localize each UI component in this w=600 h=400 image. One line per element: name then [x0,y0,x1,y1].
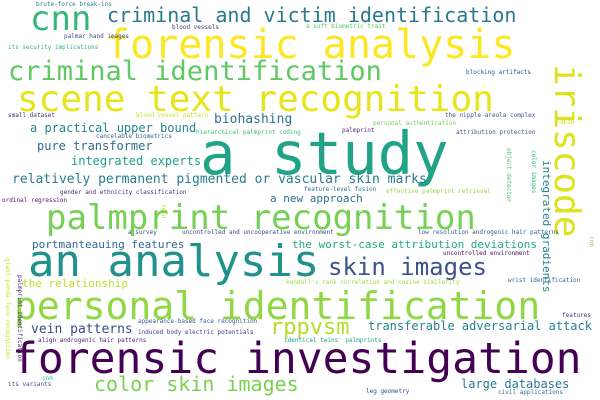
word-feature-level-fusion: feature-level fusion [304,186,377,193]
word-cancelable-biometrics: cancelable biometrics [96,133,172,140]
word-a-practical-upper-bound: a practical upper bound [30,121,197,135]
word-effective-palmprint-retrieval: effective palmprint retrieval [386,188,491,195]
word-color-skin-images: color skin images [94,372,299,396]
word-pure-transformer: pure transformer [37,139,153,153]
word-vein-patterns: vein patterns [31,322,133,337]
word-wrist-identification: wrist identification [508,277,581,284]
word-uncontrolled-and-uncooperative-environment: uncontrolled and uncooperative environme… [182,229,334,236]
word-rppvsm: rppvsm [270,315,350,340]
word-integrated-experts: integrated experts [71,154,202,168]
word-appearance-based-face-recognition: appearance-based face recognition [138,318,258,325]
word-induced-body-electric-potentials: induced body electric potentials [138,329,254,336]
word-cnn-small-left: cnn [42,375,53,382]
word-blood-vessel-pattern: blood vessel pattern [136,112,209,119]
word-a-new-approach: a new approach [270,192,363,205]
word-its-variants: its variants [8,381,52,388]
word-iriscode: iriscode [546,64,587,238]
word-criminal-identification: criminal identification [8,56,382,87]
word-hierarchical-palmprint-coding: hierarchical palmprint coding [196,129,301,136]
word-identical-twins-palmprints: identical twins' palmprints [284,337,382,344]
word-an-analysis: an analysis [28,236,320,287]
word-palmar-hand-images: palmar hand images [64,33,130,40]
word-cnn-small-right: cnn [588,236,595,247]
word-align-androgenic-hair-patterns: align androgenic hair patterns [38,337,147,344]
word-palmprint: palmprint [342,127,375,134]
word-color-images: color images [530,150,537,194]
word-palmprint-recognition: palmprint recognition [46,198,476,238]
word-blood-vessels: blood vessels [172,24,219,31]
word-a-study: a study [200,119,449,188]
word-scene-text-recognition: scene text recognition [17,79,494,120]
word-vein: vein [160,204,167,219]
word-kendalls-rank-correlation-and-cosine-similarity: kendall's rank correlation and cosine si… [286,279,460,286]
word-civil-applications: civil applications [498,389,564,396]
word-large-databases: large databases [461,377,570,391]
word-a-soft-biometric-trait: a soft biometric trait [306,23,386,30]
word-object-detector: object detector [505,148,512,203]
word-features: features [562,312,591,319]
word-a-survey: a survey [128,229,157,236]
word-relatively-permanent-pigmented-or-vascular-skin-marks: relatively permanent pigmented or vascul… [12,172,427,187]
word-small-dataset: small dataset [8,112,55,119]
word-cnn: cnn [30,0,92,39]
word-attribution-protection: attribution protection [456,129,536,136]
word-biohashing: biohashing [214,112,293,127]
word-integrated-gradients: integrated gradients [540,160,553,293]
word-uncontrolled-environment: uncontrolled environment [443,250,530,257]
word-the-worst-case-attribution-deviations: the worst-case attribution deviations [292,238,538,251]
word-forensic-investigation: forensic investigation [12,334,582,384]
word-the-nipple-areola-complex: the nipple-areola complex [445,112,536,119]
word-gender-and-ethnicity-classification: gender and ethnicity classification [60,189,187,196]
word-brute-force-break-ins: brute-force break-ins [36,1,112,8]
word-skin: skin [560,119,575,126]
word-portmanteauing-features: portmanteauing features [32,238,185,251]
word-criminal-and-victim-identification: criminal and victim identification [107,3,517,27]
word-blocking-artifacts: blocking artifacts [466,69,532,76]
word-its-security-implications: its security implications [8,44,99,51]
word-personal-identification: personal identification [14,284,541,328]
word-palmprint-identification: palmprint identification [16,275,23,362]
word-forensic-analysis: forensic analysis [106,22,516,68]
word-personal-authentication: personal authentication [373,120,457,127]
word-the-relationship: the relationship [22,277,128,290]
word-leg-geometry: leg geometry [366,388,410,395]
word-giant-panda-face-recognition: giant panda face recognition [4,258,11,360]
word-ordinal-regression: ordinal regression [2,197,68,204]
word-skin-images: skin images [328,253,487,281]
word-low-resolution-androgenic-hair-patterns: low resolution androgenic hair patterns [418,229,559,236]
word-transferable-adversarial-attack: transferable adversarial attack [368,319,592,333]
